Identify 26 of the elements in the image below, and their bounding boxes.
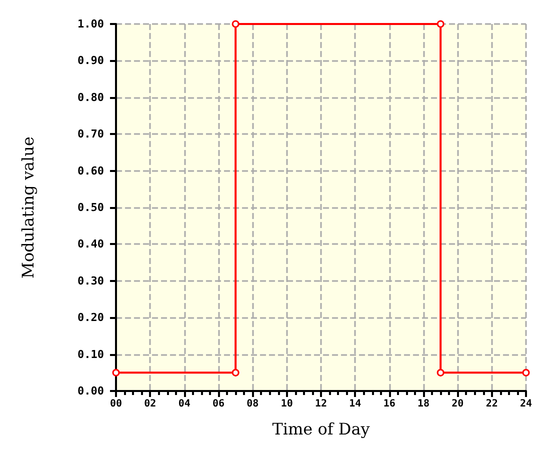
- x-tick-label: 22: [486, 398, 498, 410]
- y-tick-label: 0.00: [78, 384, 104, 398]
- y-tick-label: 0.10: [78, 348, 104, 361]
- x-tick-label: 00: [110, 398, 122, 410]
- y-tick-label: 0.50: [78, 201, 104, 214]
- y-tick-label: 0.90: [78, 54, 104, 68]
- x-tick-label: 04: [178, 398, 190, 410]
- x-tick-label: 06: [212, 398, 225, 410]
- x-tick-label: 18: [417, 398, 430, 410]
- x-tick-label: 20: [452, 398, 464, 410]
- x-tick-label: 02: [144, 398, 156, 410]
- y-tick-label: 0.80: [78, 90, 104, 104]
- y-tick-label: 0.30: [78, 274, 104, 288]
- x-tick-label: 12: [314, 398, 328, 410]
- x-tick-label: 24: [520, 398, 532, 410]
- y-tick-label: 1.00: [78, 18, 104, 30]
- y-axis-title: Modulating value: [18, 136, 38, 278]
- x-tick-label: 08: [246, 398, 259, 410]
- x-axis-title: Time of Day: [272, 420, 370, 438]
- y-tick-label: 0.60: [78, 164, 104, 178]
- y-tick-label: 0.40: [78, 238, 104, 251]
- x-tick-label: 16: [383, 398, 396, 410]
- x-tick-label: 10: [280, 398, 293, 410]
- y-tick-label: 0.70: [78, 128, 104, 141]
- x-tick-label: 14: [349, 398, 362, 410]
- y-tick-label: 0.20: [78, 311, 104, 324]
